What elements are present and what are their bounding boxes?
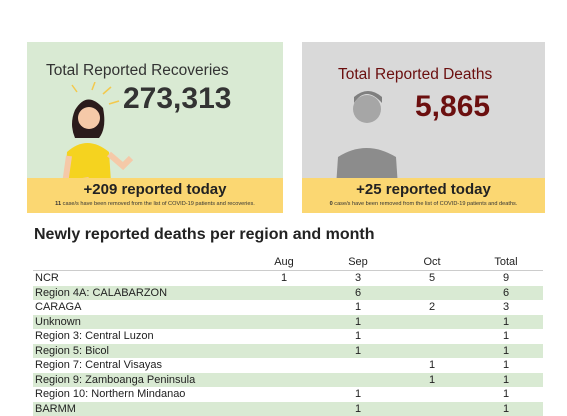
number-cell [321, 373, 395, 388]
number-cell: 6 [321, 286, 395, 301]
table-row: BARMM 1 1 [33, 402, 543, 416]
header-cell: Total [469, 255, 543, 271]
region-cell: NCR [33, 271, 247, 286]
number-cell: 1 [395, 358, 469, 373]
deaths-card: Total Reported Deaths 5,865 +25 reported… [302, 42, 545, 213]
region-cell: CARAGA [33, 300, 247, 315]
header-cell: Oct [395, 255, 469, 271]
today-band: +25 reported today 0 case/s have been re… [302, 178, 545, 213]
region-cell: Region 3: Central Luzon [33, 329, 247, 344]
number-cell [247, 373, 321, 388]
region-cell: Unknown [33, 315, 247, 330]
number-cell [247, 402, 321, 416]
number-cell: 1 [469, 387, 543, 402]
number-cell: 1 [247, 271, 321, 286]
number-cell: 3 [321, 271, 395, 286]
card-title: Total Reported Deaths [338, 66, 492, 84]
number-cell: 1 [469, 344, 543, 359]
number-cell [395, 329, 469, 344]
note-text: case/s have been removed from the list o… [334, 201, 517, 207]
number-cell [395, 402, 469, 416]
number-cell: 9 [469, 271, 543, 286]
today-text: +25 reported today [302, 181, 545, 198]
number-cell: 2 [395, 300, 469, 315]
table-row: Region 5: Bicol 1 1 [33, 344, 543, 359]
number-cell [395, 315, 469, 330]
number-cell: 1 [321, 402, 395, 416]
number-cell [247, 387, 321, 402]
number-cell [395, 344, 469, 359]
note-count: 0 [330, 201, 333, 207]
number-cell [395, 387, 469, 402]
number-cell [247, 315, 321, 330]
number-cell [247, 329, 321, 344]
number-cell: 3 [469, 300, 543, 315]
number-cell [321, 358, 395, 373]
number-cell: 1 [469, 315, 543, 330]
header-cell: Sep [321, 255, 395, 271]
note: 11 case/s have been removed from the lis… [27, 201, 283, 207]
number-cell: 5 [395, 271, 469, 286]
number-cell: 1 [469, 329, 543, 344]
note-text: case/s have been removed from the list o… [63, 201, 255, 207]
number-cell [247, 286, 321, 301]
number-cell: 1 [321, 329, 395, 344]
number-cell: 1 [321, 387, 395, 402]
number-cell [247, 358, 321, 373]
note-count: 11 [55, 201, 61, 207]
region-cell: Region 5: Bicol [33, 344, 247, 359]
card-title: Total Reported Recoveries [46, 62, 229, 80]
today-text: +209 reported today [27, 181, 283, 198]
region-cell: BARMM [33, 402, 247, 416]
number-cell: 1 [321, 300, 395, 315]
table-row: Unknown 1 1 [33, 315, 543, 330]
table-row: Region 3: Central Luzon 1 1 [33, 329, 543, 344]
region-cell: Region 4A: CALABARZON [33, 286, 247, 301]
region-cell: Region 7: Central Visayas [33, 358, 247, 373]
number-cell: 1 [321, 315, 395, 330]
number-cell: 1 [469, 373, 543, 388]
header-cell [33, 255, 247, 271]
card-value: 5,865 [415, 90, 490, 124]
number-cell: 1 [395, 373, 469, 388]
number-cell: 1 [469, 402, 543, 416]
header-cell: Aug [247, 255, 321, 271]
card-value: 273,313 [123, 82, 231, 116]
table-row: Region 4A: CALABARZON 6 6 [33, 286, 543, 301]
note: 0 case/s have been removed from the list… [302, 201, 545, 207]
today-band: +209 reported today 11 case/s have been … [27, 178, 283, 213]
recoveries-card: Total Reported Recoveries 273,313 +209 r… [27, 42, 283, 213]
table-row: Region 10: Northern Mindanao 1 1 [33, 387, 543, 402]
region-cell: Region 10: Northern Mindanao [33, 387, 247, 402]
region-cell: Region 9: Zamboanga Peninsula [33, 373, 247, 388]
number-cell: 6 [469, 286, 543, 301]
number-cell [247, 344, 321, 359]
number-cell: 1 [469, 358, 543, 373]
table-title: Newly reported deaths per region and mon… [34, 226, 375, 244]
number-cell: 1 [321, 344, 395, 359]
number-cell [395, 286, 469, 301]
number-cell [247, 300, 321, 315]
